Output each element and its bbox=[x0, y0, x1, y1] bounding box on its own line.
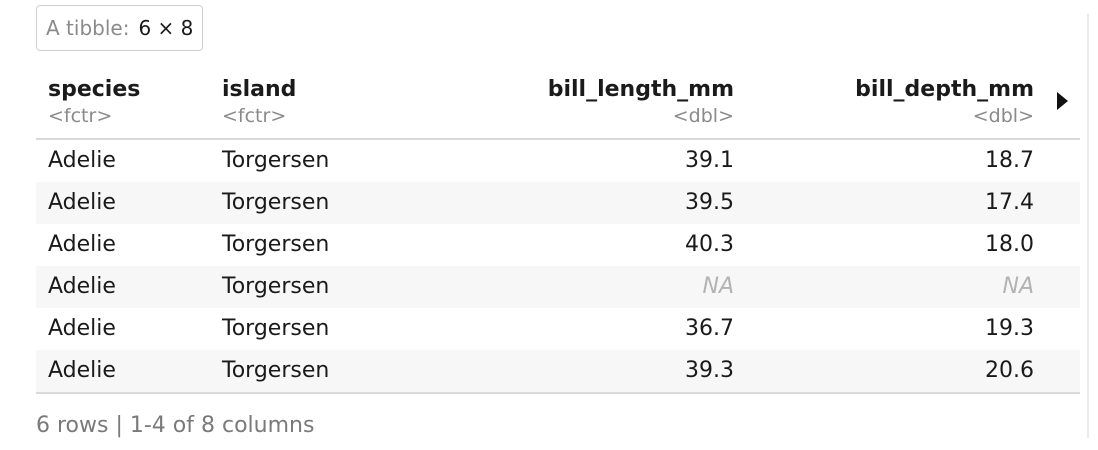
table-cell: 18.0 bbox=[985, 232, 1034, 257]
table-body: Adelie Torgersen 39.1 18.7 Adelie Torgersen 39… bbox=[36, 140, 1080, 392]
column-name: bill_length_mm bbox=[547, 77, 734, 102]
table-cell: Adelie bbox=[48, 232, 116, 257]
table-cell: 39.3 bbox=[685, 358, 734, 383]
column-name: island bbox=[222, 77, 297, 102]
column-type: <fctr> bbox=[48, 105, 113, 127]
table-row: Adelie Torgersen 39.3 20.6 bbox=[36, 350, 1080, 392]
table-footer-summary: 6 rows | 1-4 of 8 columns bbox=[36, 413, 315, 438]
data-table: species <fctr> island <fctr> bill_length… bbox=[36, 70, 1080, 394]
table-row: Adelie Torgersen 36.7 19.3 bbox=[36, 308, 1080, 350]
table-row: Adelie Torgersen 40.3 18.0 bbox=[36, 224, 1080, 266]
table-cell: Adelie bbox=[48, 148, 116, 173]
table-cell: 17.4 bbox=[985, 190, 1034, 215]
table-cell: 18.7 bbox=[985, 148, 1034, 173]
table-cell: Torgersen bbox=[222, 358, 330, 383]
tibble-badge: A tibble: 6 × 8 bbox=[36, 5, 204, 51]
table-cell: NA bbox=[702, 274, 734, 299]
table-cell: 39.5 bbox=[685, 190, 734, 215]
column-type: <fctr> bbox=[222, 105, 287, 127]
table-cell: NA bbox=[1002, 274, 1034, 299]
table-row: Adelie Torgersen 39.5 17.4 bbox=[36, 182, 1080, 224]
table-row: Adelie Torgersen NA NA bbox=[36, 266, 1080, 308]
table-cell: 19.3 bbox=[985, 316, 1034, 341]
table-cell: Adelie bbox=[48, 190, 116, 215]
column-name: bill_depth_mm bbox=[855, 77, 1034, 102]
next-columns-arrow-icon[interactable] bbox=[1057, 92, 1068, 110]
column-header-bill-length-mm[interactable]: bill_length_mm <dbl> bbox=[548, 76, 734, 128]
column-header-species[interactable]: species <fctr> bbox=[48, 76, 140, 128]
column-type: <dbl> bbox=[672, 105, 734, 127]
table-row: Adelie Torgersen 39.1 18.7 bbox=[36, 140, 1080, 182]
table-cell: 40.3 bbox=[685, 232, 734, 257]
table-cell: Adelie bbox=[48, 274, 116, 299]
column-header-bill-depth-mm[interactable]: bill_depth_mm <dbl> bbox=[855, 76, 1034, 128]
panel-scroll-edge bbox=[1087, 14, 1089, 438]
table-header: species <fctr> island <fctr> bill_length… bbox=[36, 70, 1080, 140]
table-cell: 36.7 bbox=[685, 316, 734, 341]
column-type: <dbl> bbox=[972, 105, 1034, 127]
table-cell: Torgersen bbox=[222, 148, 330, 173]
tibble-dimensions: 6 × 8 bbox=[138, 16, 194, 40]
table-cell: Adelie bbox=[48, 358, 116, 383]
table-cell: Torgersen bbox=[222, 316, 330, 341]
column-name: species bbox=[48, 77, 141, 102]
table-cell: Torgersen bbox=[222, 274, 330, 299]
column-header-island[interactable]: island <fctr> bbox=[222, 76, 296, 128]
table-bottom-rule bbox=[36, 392, 1080, 394]
table-cell: 20.6 bbox=[985, 358, 1034, 383]
table-cell: Adelie bbox=[48, 316, 116, 341]
table-cell: 39.1 bbox=[685, 148, 734, 173]
tibble-label: A tibble: bbox=[46, 16, 130, 40]
table-cell: Torgersen bbox=[222, 190, 330, 215]
table-cell: Torgersen bbox=[222, 232, 330, 257]
